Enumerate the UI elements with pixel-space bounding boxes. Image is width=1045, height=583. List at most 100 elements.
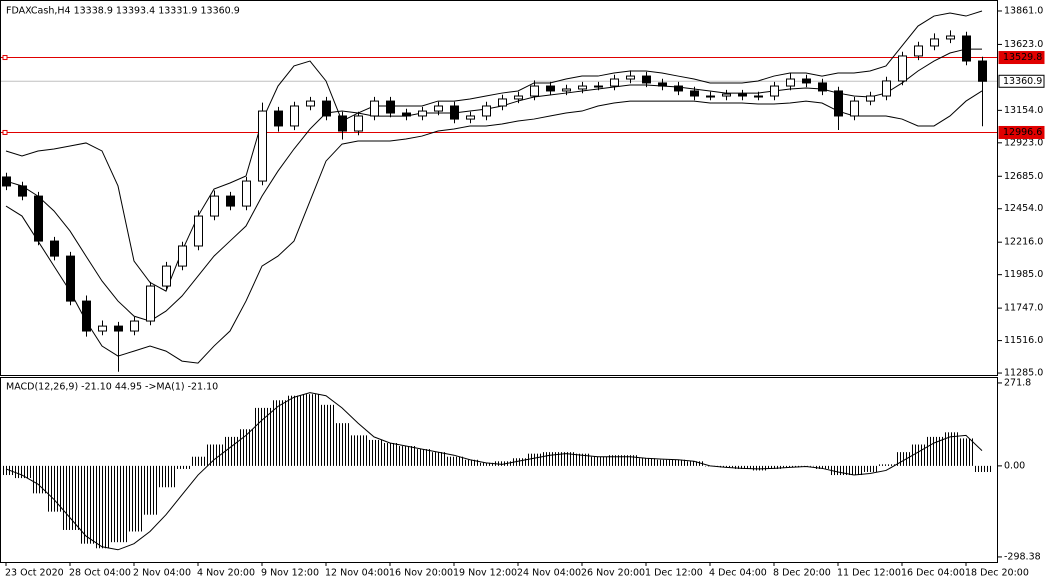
signal-line — [5, 392, 983, 551]
x-tick-label: 11 Dec 12:00 — [837, 568, 901, 579]
macd-bar — [815, 465, 831, 469]
macd-bar — [495, 461, 511, 466]
macd-bar — [31, 465, 47, 494]
candle-body — [546, 85, 555, 92]
macd-bar — [0, 465, 15, 476]
level-anchor — [2, 129, 8, 135]
candle-body — [34, 195, 43, 242]
candle-body — [130, 320, 139, 332]
macd-bar — [303, 394, 319, 466]
macd-bar — [655, 459, 671, 466]
candle-body — [18, 185, 27, 197]
y-tick-label: 271.8 — [1004, 377, 1031, 388]
y-tick-label: 12216.0 — [1004, 237, 1043, 248]
macd-bar — [351, 435, 367, 466]
candle-body — [530, 85, 539, 97]
macd-bar — [575, 453, 591, 466]
macd-bar — [447, 456, 463, 466]
macd-bar — [63, 465, 79, 530]
macd-bar — [79, 465, 95, 544]
y-tick-label: 11516.0 — [1004, 335, 1043, 346]
candle-body — [754, 95, 763, 98]
candle-body — [242, 180, 251, 207]
candle-body — [274, 110, 283, 127]
macd-bar — [15, 465, 31, 479]
candle-body — [498, 98, 507, 107]
y-tick-label: 12685.0 — [1004, 171, 1043, 182]
candle-body — [626, 75, 635, 80]
x-tick-label: 26 Nov 20:00 — [581, 568, 645, 579]
candle-body — [146, 285, 155, 322]
candle-body — [914, 45, 923, 57]
candle-body — [594, 85, 603, 88]
candle-body — [610, 78, 619, 87]
candle-body — [434, 105, 443, 112]
candle-body — [882, 80, 891, 97]
y-tick-label: 0.00 — [1004, 460, 1025, 471]
macd-bar — [287, 395, 303, 466]
x-tick-label: 9 Nov 12:00 — [261, 568, 319, 579]
candle-body — [578, 85, 587, 90]
candle-body — [2, 176, 11, 187]
macd-bar — [879, 464, 895, 466]
macd-bar — [639, 458, 655, 466]
candle-body — [82, 300, 91, 332]
y-tick-label: 13623.0 — [1004, 39, 1043, 50]
x-tick-label: 23 Oct 2020 — [5, 568, 64, 579]
level-anchor — [2, 55, 8, 61]
candle-body — [658, 82, 667, 87]
candle-body — [962, 35, 971, 62]
level-label-box — [998, 74, 1045, 88]
level-label-box — [998, 125, 1045, 139]
candle-body — [946, 35, 955, 40]
candle-body — [738, 93, 747, 97]
x-tick-label: 24 Nov 04:00 — [517, 568, 581, 579]
y-tick-label: 11747.0 — [1004, 303, 1043, 314]
candle-body — [178, 245, 187, 267]
macd-bar — [383, 442, 399, 466]
macd-bar — [527, 453, 543, 466]
x-tick-label: 2 Nov 04:00 — [133, 568, 191, 579]
macd-bar — [975, 465, 991, 472]
macd-bar — [271, 400, 287, 466]
macd-bar — [47, 465, 63, 512]
candle-body — [290, 105, 299, 127]
macd-bar — [479, 462, 495, 466]
macd-bar — [719, 465, 735, 468]
macd-bar — [735, 465, 751, 469]
candle-body — [562, 88, 571, 92]
macd-bar — [415, 449, 431, 466]
macd-bar — [671, 459, 687, 466]
candle-body — [386, 100, 395, 114]
candle-body — [706, 95, 715, 98]
candle-body — [642, 75, 651, 84]
candle-body — [162, 265, 171, 287]
macd-bar — [207, 444, 223, 466]
chart-title: FDAXCash,H4 13338.9 13393.4 13331.9 1336… — [6, 6, 240, 17]
macd-bar — [847, 465, 863, 476]
macd-title: MACD(12,26,9) -21.10 44.95 ->MA(1) -21.1… — [6, 382, 218, 393]
macd-bar — [959, 438, 975, 466]
macd-bar — [367, 439, 383, 466]
candle-body — [690, 90, 699, 97]
candle-body — [802, 78, 811, 84]
macd-bar — [335, 423, 351, 466]
y-tick-label: -298.38 — [1004, 551, 1041, 562]
x-tick-label: 19 Nov 12:00 — [453, 568, 517, 579]
candle-body — [370, 100, 379, 117]
candle-body — [402, 112, 411, 117]
candle-body — [418, 110, 427, 117]
candle-body — [258, 110, 267, 182]
macd-bar — [143, 465, 159, 515]
level-label-box — [998, 51, 1045, 65]
candle-body — [898, 55, 907, 82]
macd-bar — [239, 429, 255, 466]
level-label: 12996.6 — [1003, 127, 1042, 138]
level-label: 13360.9 — [1003, 76, 1042, 87]
x-tick-label: 8 Dec 20:00 — [773, 568, 831, 579]
candle-body — [210, 195, 219, 217]
y-tick-label: 13154.0 — [1004, 105, 1043, 116]
x-tick-label: 12 Nov 04:00 — [325, 568, 389, 579]
macd-bar — [687, 461, 703, 466]
